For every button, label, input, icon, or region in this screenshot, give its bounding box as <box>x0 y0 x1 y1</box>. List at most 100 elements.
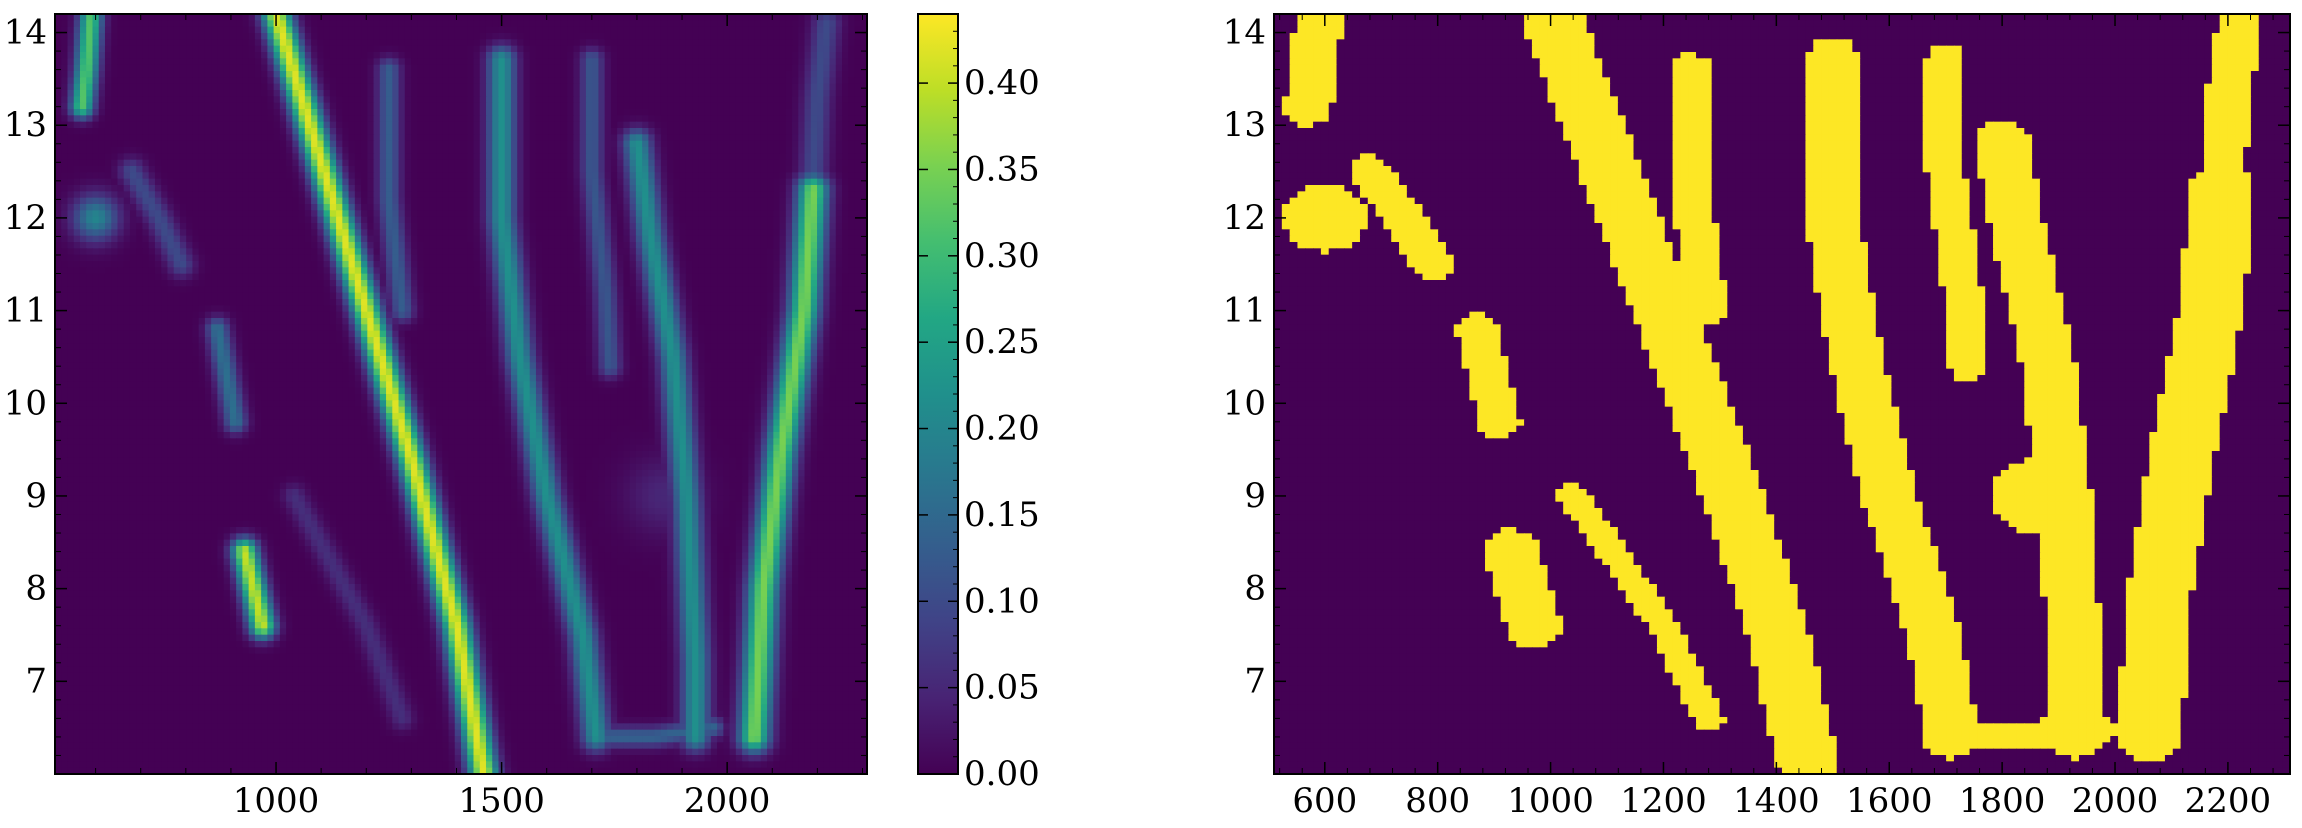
heatmap-cell <box>498 96 505 103</box>
heatmap-cell <box>623 229 630 236</box>
heatmap-cell <box>567 153 574 160</box>
heatmap-cell <box>305 160 312 167</box>
heatmap-cell <box>55 172 62 179</box>
heatmap-cell <box>236 248 243 255</box>
heatmap-cell <box>842 160 849 167</box>
heatmap-cell <box>236 223 243 230</box>
heatmap-cell <box>523 109 530 116</box>
heatmap-cell <box>848 52 855 59</box>
heatmap-cell <box>392 90 399 97</box>
heatmap-cell <box>405 172 412 179</box>
heatmap-cell <box>111 166 118 173</box>
heatmap-cell <box>580 58 587 65</box>
heatmap-cell <box>236 179 243 186</box>
heatmap-cell <box>311 58 318 65</box>
heatmap-cell <box>105 115 112 122</box>
heatmap-cell <box>205 166 212 173</box>
heatmap-cell <box>67 27 74 34</box>
heatmap-cell <box>149 210 156 217</box>
heatmap-cell <box>830 134 837 141</box>
heatmap-cell <box>498 223 505 230</box>
heatmap-cell <box>117 141 124 148</box>
heatmap-cell <box>692 77 699 84</box>
heatmap-cell <box>530 160 537 167</box>
heatmap-cell <box>280 166 287 173</box>
heatmap-cell <box>336 229 343 236</box>
heatmap-cell <box>167 191 174 198</box>
heatmap-cell <box>786 14 793 21</box>
heatmap-cell <box>230 204 237 211</box>
heatmap-cell <box>430 109 437 116</box>
heatmap-cell <box>311 179 318 186</box>
heatmap-cell <box>798 229 805 236</box>
heatmap-cell <box>55 65 62 72</box>
heatmap-cell <box>823 84 830 91</box>
heatmap-cell <box>523 52 530 59</box>
heatmap-cell <box>780 71 787 78</box>
heatmap-cell <box>648 204 655 211</box>
heatmap-cell <box>455 172 462 179</box>
heatmap-cell <box>180 198 187 205</box>
heatmap-cell <box>730 147 737 154</box>
heatmap-cell <box>773 27 780 34</box>
heatmap-cell <box>530 27 537 34</box>
heatmap-cell <box>117 185 124 192</box>
heatmap-cell <box>836 96 843 103</box>
heatmap-cell <box>755 185 762 192</box>
heatmap-cell <box>455 20 462 27</box>
heatmap-cell <box>286 236 293 243</box>
heatmap-cell <box>742 147 749 154</box>
heatmap-cell <box>836 14 843 21</box>
heatmap-cell <box>617 179 624 186</box>
heatmap-cell <box>99 210 106 217</box>
heatmap-cell <box>349 71 356 78</box>
heatmap-cell <box>249 46 256 53</box>
heatmap-cell <box>748 103 755 110</box>
heatmap-cell <box>367 204 374 211</box>
heatmap-cell <box>380 77 387 84</box>
heatmap-cell <box>723 115 730 122</box>
heatmap-cell <box>286 166 293 173</box>
heatmap-cell <box>836 115 843 122</box>
heatmap-cell <box>361 71 368 78</box>
heatmap-cell <box>461 141 468 148</box>
heatmap-cell <box>80 223 87 230</box>
heatmap-cell <box>586 166 593 173</box>
heatmap-cell <box>680 141 687 148</box>
heatmap-cell <box>136 14 143 21</box>
heatmap-cell <box>773 172 780 179</box>
heatmap-cell <box>573 122 580 129</box>
heatmap-cell <box>623 122 630 129</box>
heatmap-cell <box>424 223 431 230</box>
heatmap-cell <box>55 90 62 97</box>
heatmap-cell <box>717 172 724 179</box>
heatmap-cell <box>61 14 68 21</box>
heatmap-cell <box>374 39 381 46</box>
heatmap-cell <box>830 236 837 243</box>
heatmap-cell <box>542 96 549 103</box>
heatmap-cell <box>567 185 574 192</box>
heatmap-cell <box>217 71 224 78</box>
heatmap-cell <box>317 27 324 34</box>
heatmap-cell <box>655 46 662 53</box>
heatmap-cell <box>536 109 543 116</box>
heatmap-cell <box>55 198 62 205</box>
heatmap-cell <box>611 223 618 230</box>
heatmap-cell <box>355 33 362 40</box>
heatmap-cell <box>561 242 568 249</box>
heatmap-cell <box>780 160 787 167</box>
heatmap-cell <box>361 204 368 211</box>
heatmap-cell <box>655 160 662 167</box>
heatmap-cell <box>242 96 249 103</box>
heatmap-cell <box>805 90 812 97</box>
heatmap-cell <box>105 33 112 40</box>
heatmap-cell <box>199 204 206 211</box>
heatmap-cell <box>655 179 662 186</box>
heatmap-cell <box>311 128 318 135</box>
heatmap-cell <box>648 179 655 186</box>
heatmap-cell <box>461 39 468 46</box>
heatmap-cell <box>92 191 99 198</box>
heatmap-cell <box>798 204 805 211</box>
heatmap-cell <box>536 128 543 135</box>
heatmap-cell <box>317 46 324 53</box>
